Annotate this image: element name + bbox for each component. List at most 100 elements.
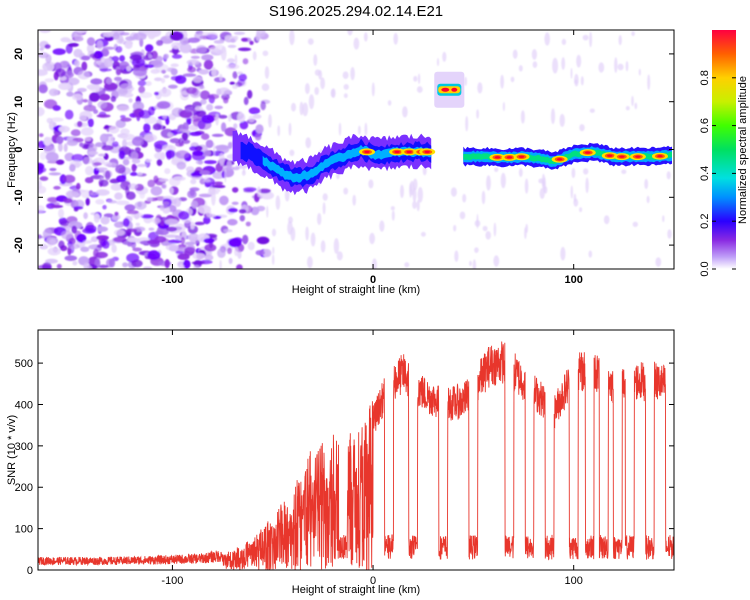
spectrogram-noise-blob — [465, 116, 469, 132]
spectrogram-noise-blob — [239, 215, 245, 222]
spectrogram-noise-blob — [137, 172, 143, 176]
spectrogram-noise-blob — [552, 57, 559, 74]
ridge-hotspot — [364, 150, 370, 154]
spectrogram-noise-blob — [539, 188, 545, 199]
spectrogram-noise-blob — [190, 221, 195, 230]
spectrogram-noise-blob — [135, 222, 140, 227]
spectrogram-noise-blob — [138, 110, 152, 119]
spectrogram-noise-blob — [122, 158, 130, 166]
spectrogram-noise-blob — [100, 216, 110, 225]
spectrogram-noise-blob — [194, 221, 205, 226]
spectrogram-xlabel: Height of straight line (km) — [292, 284, 420, 296]
spectrogram-noise-blob — [84, 177, 94, 184]
spectrogram-noise-blob — [93, 213, 100, 223]
spectrogram-noise-blob — [618, 35, 622, 46]
spectrogram-noise-blob — [400, 184, 404, 198]
spectrogram-noise-blob — [108, 125, 120, 134]
spectrogram-noise-blob — [103, 32, 114, 38]
spectrogram-noise-blob — [186, 87, 197, 94]
colorbar-gradient — [712, 30, 736, 269]
spectrogram-noise-blob — [39, 30, 51, 33]
spectrogram-noise-blob — [171, 42, 182, 49]
spectrogram-noise-blob — [647, 74, 651, 90]
spectrogram-noise-blob — [579, 124, 585, 132]
spectrogram-noise-blob — [249, 40, 254, 46]
spectrogram-noise-blob — [412, 187, 417, 202]
spectrogram-noise-blob — [168, 245, 179, 252]
spectrogram-noise-blob — [543, 186, 548, 194]
spectrogram-noise-blob — [171, 54, 183, 59]
spectrogram-noise-blob — [167, 132, 174, 137]
spectrogram-noise-blob — [82, 156, 93, 165]
spectrogram-noise-blob — [115, 46, 123, 53]
spectrogram-noise-blob — [218, 152, 225, 166]
spectrogram-noise-blob — [416, 86, 423, 93]
snr-y-tick-label: 200 — [15, 482, 33, 494]
spectrogram-noise-blob — [204, 243, 217, 252]
spectrogram-noise-blob — [173, 197, 182, 207]
spectrogram-noise-blob — [156, 101, 171, 109]
spectrogram-noise-blob — [82, 240, 93, 244]
spectrogram-noise-blob — [390, 206, 395, 211]
spectrogram-noise-blob — [110, 95, 117, 102]
spectrogram-noise-blob — [162, 114, 168, 120]
spectrogram-noise-blob — [120, 83, 133, 90]
spectrogram-noise-blob — [477, 82, 483, 94]
spectrogram-noise-blob — [148, 227, 155, 231]
spectrogram-noise-blob — [352, 194, 357, 206]
spectrogram-noise-blob — [350, 67, 355, 81]
spectrogram-noise-blob — [343, 187, 349, 195]
spectrogram-noise-blob — [131, 151, 139, 161]
spectrogram-noise-blob — [101, 145, 114, 151]
spectrogram-noise-blob — [69, 164, 76, 172]
spectrogram-noise-blob — [135, 60, 141, 64]
spectrogram-noise-blob — [666, 171, 671, 180]
spectrogram-noise-blob — [230, 38, 236, 43]
spectrogram-noise-blob — [159, 205, 165, 211]
spectrogram-noise-blob — [194, 106, 203, 111]
band-hotspot — [556, 158, 563, 161]
spectrogram-noise-blob — [159, 220, 165, 226]
spectrogram-noise-blob — [170, 68, 178, 76]
spectrogram-noise-blob — [38, 234, 43, 239]
spectrogram-x-ticks: -100 0 100 — [161, 30, 583, 286]
spectrogram-noise-blob — [169, 187, 174, 195]
spectrogram-noise-blob — [139, 92, 153, 99]
spectrogram-noise-blob — [116, 68, 122, 76]
spectrogram-noise-blob — [214, 105, 223, 110]
band-hotspot — [506, 156, 513, 159]
colorbar-tick-label: 0.2 — [699, 214, 711, 229]
snr-y-tick-label: 0 — [27, 565, 33, 577]
spectrogram-noise-blob — [644, 178, 649, 190]
spectrogram-noise-blob — [166, 226, 178, 232]
spectrogram-noise-blob — [102, 204, 107, 210]
spectrogram-noise-blob — [183, 259, 191, 269]
spectrogram-noise-blob — [162, 242, 172, 246]
spectrogram-noise-blob — [143, 123, 151, 133]
spectrogram-noise-blob — [178, 211, 190, 220]
spectrogram-noise-blob — [181, 132, 189, 141]
spectrogram-noise-blob — [79, 142, 84, 148]
spectrogram-noise-blob — [179, 43, 192, 54]
spectrogram-noise-blob — [474, 220, 481, 227]
spectrogram-noise-blob — [201, 114, 215, 124]
snr-y-tick-label: 300 — [15, 441, 33, 453]
spectrogram-noise-blob — [45, 258, 58, 264]
spectrogram-noise-blob — [582, 34, 589, 41]
spectrogram-noise-blob — [307, 38, 314, 45]
spectrogram-noise-blob — [60, 37, 71, 43]
spectrogram-noise-blob — [227, 141, 233, 149]
spectrogram-noise-blob — [181, 139, 191, 144]
spectrogram-noise-blob — [232, 84, 238, 89]
right-band-core — [463, 148, 672, 165]
spectrogram-noise-blob — [242, 234, 249, 245]
spectrogram-noise-blob — [50, 117, 64, 122]
spectrogram-noise-blob — [580, 76, 584, 86]
spectrogram-noise-blob — [58, 240, 65, 249]
band-hotspot — [635, 155, 641, 158]
spectrogram-noise-blob — [168, 239, 182, 244]
spectrogram-noise-blob — [561, 38, 567, 46]
spectrogram-noise-blob — [154, 77, 163, 82]
spectrogram-noise-blob — [163, 195, 174, 199]
spectrogram-noise-blob — [191, 261, 205, 265]
